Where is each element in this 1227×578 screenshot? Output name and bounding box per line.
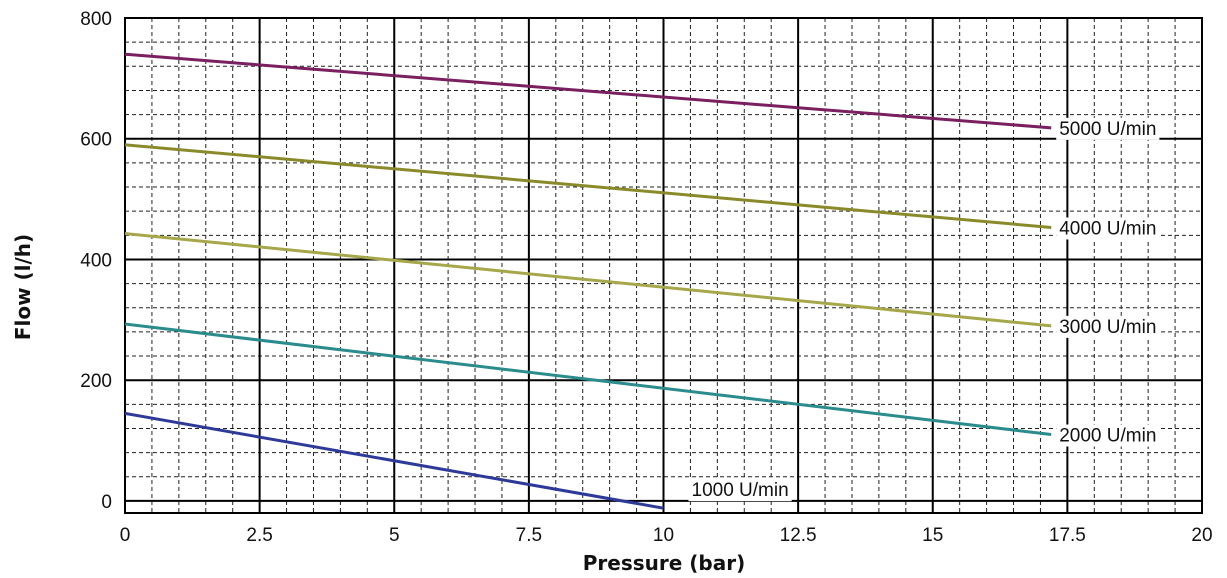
series-line: [124, 143, 1052, 229]
series-line: [124, 322, 1052, 437]
x-tick-label: 0: [120, 525, 131, 546]
series-label: 2000 U/min: [1059, 426, 1156, 447]
grid: [124, 17, 1203, 514]
series-label-background: [1056, 217, 1160, 240]
x-tick-label: 10: [653, 525, 674, 546]
x-tick-label: 12.5: [780, 525, 817, 546]
plot-frame: [124, 17, 1203, 514]
series-line: [124, 52, 1052, 130]
series-label-background: [688, 479, 792, 502]
x-tick-label: 15: [922, 525, 943, 546]
series-labels: 5000 U/min 4000 U/min 3000 U/min 2000 U/min…: [688, 117, 1160, 502]
series-label: 3000 U/min: [1059, 317, 1156, 338]
x-tick-label: 20: [1191, 525, 1212, 546]
series-label-background: [1056, 117, 1160, 140]
x-tick-label: 17.5: [1049, 525, 1086, 546]
series-label: 4000 U/min: [1059, 218, 1156, 239]
x-axis-title: Pressure (bar): [583, 551, 745, 575]
x-tick-label: 7.5: [516, 525, 542, 546]
x-tick-label: 5: [389, 525, 400, 546]
y-tick-label: 600: [80, 130, 112, 151]
series-lines: [124, 52, 1052, 510]
y-tick-label: 200: [80, 371, 112, 392]
series-label: 5000 U/min: [1059, 119, 1156, 140]
y-tick-label: 0: [101, 492, 112, 513]
series-label: 1000 U/min: [692, 480, 789, 501]
y-tick-label: 400: [80, 250, 112, 271]
series-line: [124, 232, 1052, 328]
x-axis-ticks: 0 2.5 5 7.5 10 12.5 15 17.5 20: [120, 525, 1213, 546]
y-axis-title: Flow (l/h): [11, 234, 35, 340]
y-axis-ticks: 0 200 400 600 800: [80, 9, 112, 513]
x-tick-label: 2.5: [246, 525, 272, 546]
y-tick-label: 800: [80, 9, 112, 30]
series-label-background: [1056, 315, 1160, 338]
series-label-background: [1056, 424, 1160, 447]
series-line: [124, 411, 664, 510]
